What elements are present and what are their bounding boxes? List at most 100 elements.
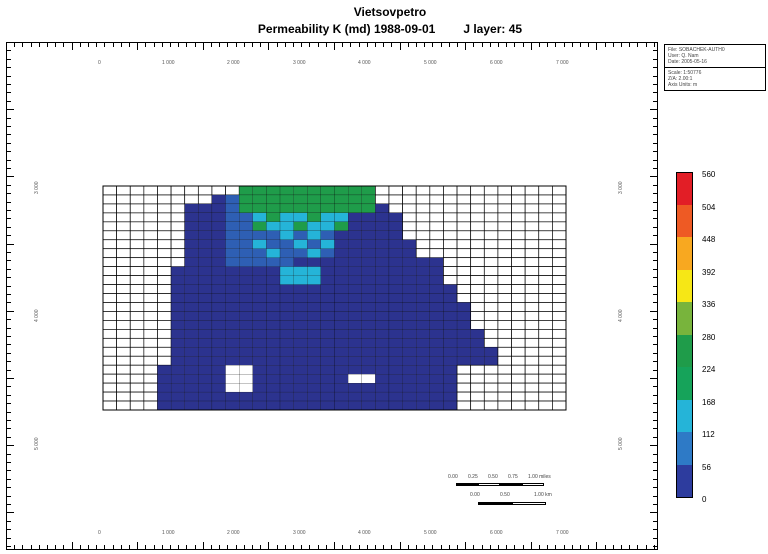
- grid-cell: [129, 373, 145, 384]
- grid-cell: [456, 382, 472, 393]
- grid-cell: [198, 347, 213, 357]
- frame-tick: [227, 42, 229, 47]
- grid-cell: [375, 203, 390, 213]
- grid-cell: [293, 383, 308, 393]
- grid-cell: [320, 311, 335, 321]
- grid-cell: [320, 293, 335, 303]
- grid-cell: [157, 365, 172, 375]
- frame-tick: [6, 151, 11, 153]
- grid-cell: [143, 346, 158, 357]
- grid-cell: [443, 239, 458, 250]
- x-axis-label: 2 000: [227, 60, 240, 66]
- grid-cell: [116, 346, 131, 357]
- grid-cell: [252, 257, 267, 267]
- grid-cell: [552, 355, 567, 366]
- grid-cell: [375, 391, 390, 402]
- grid-cell: [170, 320, 185, 330]
- grid-cell: [116, 221, 131, 232]
- grid-cell: [266, 230, 281, 240]
- grid-cell: [239, 248, 253, 258]
- frame-tick: [6, 109, 14, 111]
- frame-tick: [563, 42, 565, 47]
- grid-cell: [116, 230, 131, 241]
- grid-cell: [402, 248, 417, 258]
- grid-cell: [429, 311, 444, 321]
- grid-cell: [157, 293, 172, 303]
- grid-cell: [456, 239, 472, 250]
- frame-tick: [653, 42, 655, 47]
- grid-cell: [552, 284, 567, 294]
- grid-cell: [402, 275, 417, 285]
- frame-tick: [653, 504, 658, 505]
- grid-cell: [361, 275, 376, 285]
- grid-cell: [225, 311, 240, 321]
- grid-cell: [511, 293, 526, 303]
- grid-cell: [524, 382, 540, 393]
- grid-cell: [348, 383, 362, 393]
- grid-cell: [307, 203, 321, 213]
- grid-cell: [470, 221, 485, 232]
- grid-cell: [143, 293, 158, 303]
- grid-cell: [225, 212, 240, 222]
- grid-cell: [524, 346, 540, 357]
- grid-cell: [157, 355, 172, 366]
- grid-cell: [483, 248, 499, 259]
- grid-cell: [388, 248, 403, 258]
- grid-cell: [307, 257, 321, 267]
- grid-cell: [429, 248, 444, 259]
- frame-tick: [629, 42, 631, 47]
- grid-cell: [170, 391, 185, 402]
- frame-tick: [6, 193, 11, 195]
- grid-cell: [456, 266, 472, 276]
- grid-cell: [157, 266, 172, 276]
- grid-cell: [184, 266, 199, 276]
- grid-cell: [198, 374, 213, 384]
- grid-cell: [102, 329, 117, 339]
- grid-cell: [334, 275, 349, 285]
- grid-cell: [184, 185, 199, 196]
- info-bottom-lines: Scale: 1:50776 Z/A: 2.00:1 Axis Units: m: [668, 70, 762, 88]
- grid-cell: [157, 185, 172, 196]
- frame-tick: [358, 545, 360, 550]
- frame-tick: [6, 453, 11, 455]
- grid-cell: [470, 257, 485, 267]
- grid-cell: [279, 320, 294, 330]
- legend-value: 560: [702, 170, 716, 179]
- grid-cell: [320, 257, 335, 267]
- grid-cell: [483, 400, 499, 411]
- grid-cell: [375, 329, 390, 339]
- grid-cell: [102, 400, 117, 411]
- y-axis-label: 5 000: [34, 437, 40, 450]
- frame-tick: [530, 42, 532, 50]
- grid-cell: [279, 365, 294, 375]
- frame-tick: [621, 42, 622, 47]
- scale-miles-label: 0.25: [468, 474, 478, 480]
- grid-cell: [524, 230, 540, 241]
- grid-cell: [334, 365, 349, 375]
- grid-cell: [538, 311, 553, 321]
- legend-value: 168: [702, 397, 716, 407]
- grid-cell: [443, 185, 458, 196]
- grid-cell: [348, 302, 362, 312]
- grid-cell: [429, 230, 444, 241]
- grid-cell: [116, 248, 131, 259]
- grid-cell: [470, 364, 485, 375]
- grid-cell: [266, 257, 281, 267]
- grid-cell: [552, 293, 567, 303]
- grid-cell: [429, 185, 444, 196]
- grid-cell: [334, 320, 349, 330]
- grid-cell: [402, 302, 417, 312]
- frame-tick: [6, 336, 11, 337]
- grid-cell: [552, 266, 567, 276]
- grid-cell: [252, 185, 267, 196]
- grid-cell: [334, 257, 349, 267]
- grid-cell: [116, 391, 131, 402]
- grid-cell: [470, 212, 485, 223]
- grid-cell: [538, 320, 553, 330]
- grid-cell: [279, 248, 294, 258]
- grid-cell: [361, 293, 376, 303]
- grid-cell: [143, 248, 158, 259]
- grid-cell: [266, 203, 281, 213]
- grid-cell: [157, 230, 172, 241]
